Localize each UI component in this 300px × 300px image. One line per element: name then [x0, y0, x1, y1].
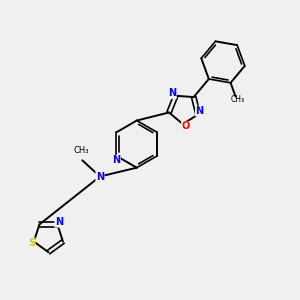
Text: N: N — [112, 155, 120, 165]
Text: N: N — [168, 88, 176, 98]
Text: N: N — [96, 172, 104, 182]
Text: O: O — [182, 122, 190, 131]
Text: N: N — [55, 217, 63, 227]
Text: S: S — [28, 238, 35, 248]
Text: N: N — [196, 106, 204, 116]
Text: CH₃: CH₃ — [73, 146, 88, 155]
Text: CH₃: CH₃ — [230, 95, 244, 104]
